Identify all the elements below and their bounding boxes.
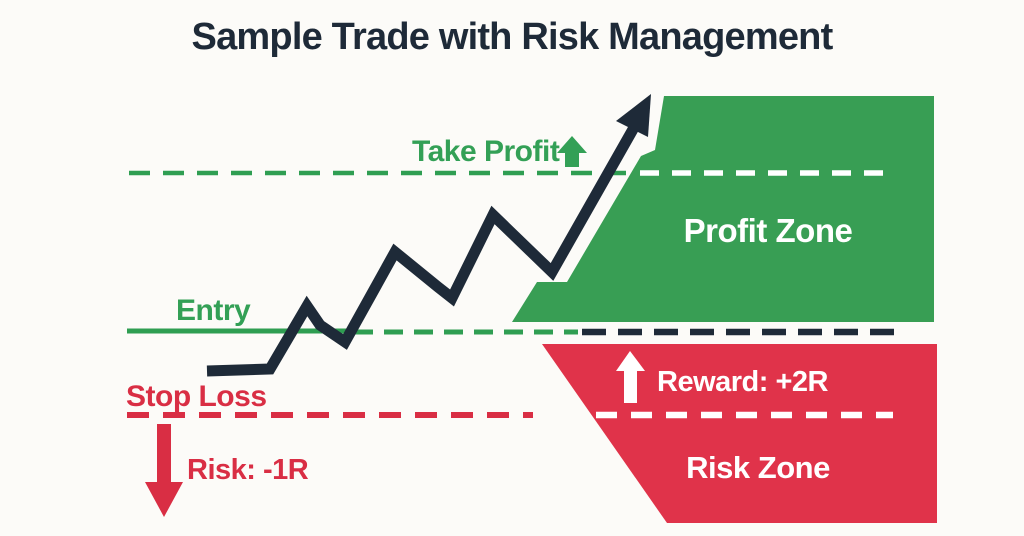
price-path	[206, 121, 641, 377]
take-profit-label: Take Profit	[412, 135, 560, 168]
page-title: Sample Trade with Risk Management	[191, 16, 834, 58]
reward-up-icon	[616, 351, 645, 403]
risk-down-icon	[145, 424, 183, 517]
profit-zone-shape	[512, 96, 934, 322]
price-path-arrowhead-icon	[616, 94, 651, 137]
entry-label: Entry	[176, 294, 251, 327]
risk-zone-label: Risk Zone	[686, 450, 830, 485]
risk-zone-shape	[542, 344, 937, 523]
profit-zone-label: Profit Zone	[683, 212, 853, 249]
take-profit-up-icon	[557, 136, 587, 167]
reward-label: Reward: +2R	[657, 366, 828, 398]
risk-label: Risk: -1R	[187, 454, 309, 486]
stop-loss-label: Stop Loss	[126, 380, 267, 413]
